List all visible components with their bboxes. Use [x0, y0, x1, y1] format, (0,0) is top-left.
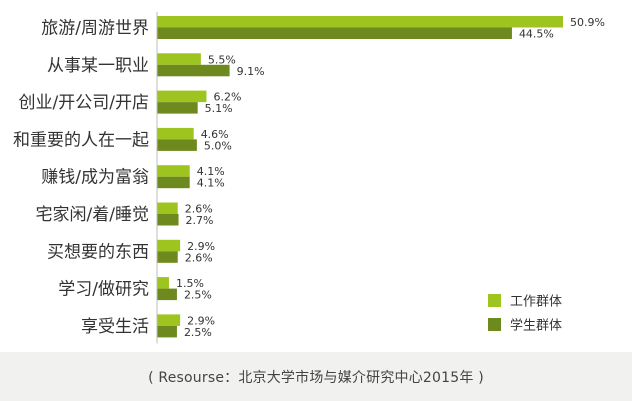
category-label: 学习/做研究: [58, 280, 149, 300]
bar-work: [157, 239, 181, 252]
legend-swatch-student: [488, 318, 501, 331]
value-label: 5.0%: [204, 139, 232, 152]
value-label: 2.9%: [187, 314, 215, 327]
bar-work: [157, 90, 207, 103]
value-label: 2.9%: [187, 240, 215, 253]
value-label: 9.1%: [237, 65, 265, 78]
value-label: 1.5%: [176, 277, 204, 290]
value-label: 6.2%: [213, 91, 241, 104]
value-label: 50.9%: [570, 16, 605, 29]
category-label: 享受生活: [81, 317, 149, 337]
value-label: 4.1%: [197, 177, 225, 190]
value-label: 5.5%: [208, 53, 236, 66]
value-label: 4.6%: [201, 128, 229, 141]
bar-work: [157, 277, 169, 289]
legend-label: 工作群体: [510, 295, 562, 310]
bar-student: [157, 288, 177, 301]
bar-work: [157, 127, 194, 140]
legend-label: 学生群体: [510, 318, 562, 334]
value-label: 4.1%: [197, 165, 225, 178]
bar-chart: 旅游/周游世界从事某一职业创业/开公司/开店和重要的人在一起赚钱/成为富翁宅家闲…: [13, 12, 605, 344]
bar-student: [157, 139, 197, 151]
bar-student: [157, 102, 198, 114]
category-label: 宅家闲/着/睡觉: [36, 205, 149, 225]
category-label: 旅游/周游世界: [41, 19, 149, 39]
bar-work: [157, 53, 201, 65]
bar-work: [157, 16, 563, 28]
value-label: 2.7%: [186, 214, 214, 227]
bar-student: [157, 251, 178, 263]
category-labels: 旅游/周游世界从事某一职业创业/开公司/开店和重要的人在一起赚钱/成为富翁宅家闲…: [13, 19, 149, 337]
bar-work: [157, 202, 178, 214]
value-label: 44.5%: [519, 28, 554, 41]
value-labels: 50.9% 44.5% 5.5%9.1% 6.2%5.1% 4.6%5.0% 4.1%4.…: [176, 16, 605, 339]
legend-swatch-work: [488, 294, 501, 307]
category-label: 赚钱/成为富翁: [41, 168, 149, 188]
category-label: 创业/开公司/开店: [19, 93, 149, 113]
bar-student: [157, 214, 179, 226]
category-label: 买想要的东西: [47, 242, 149, 262]
bar-work: [157, 314, 181, 326]
value-label: 2.5%: [184, 289, 212, 302]
bar-student: [157, 27, 512, 39]
bar-student: [157, 64, 230, 77]
value-label: 2.6%: [185, 203, 213, 216]
value-label: 2.6%: [185, 251, 213, 264]
value-label: 2.5%: [184, 326, 212, 339]
bar-work: [157, 165, 190, 177]
bar-student: [157, 325, 177, 338]
value-label: 5.1%: [205, 102, 233, 115]
bars: [157, 16, 563, 338]
bar-student: [157, 176, 190, 189]
source-text: ( Resourse：北京大学市场与媒介研究中心2015年 ): [148, 369, 484, 386]
category-label: 和重要的人在一起: [13, 130, 149, 150]
category-label: 从事某一职业: [47, 56, 149, 76]
source-bar: ( Resourse：北京大学市场与媒介研究中心2015年 ): [0, 352, 632, 401]
